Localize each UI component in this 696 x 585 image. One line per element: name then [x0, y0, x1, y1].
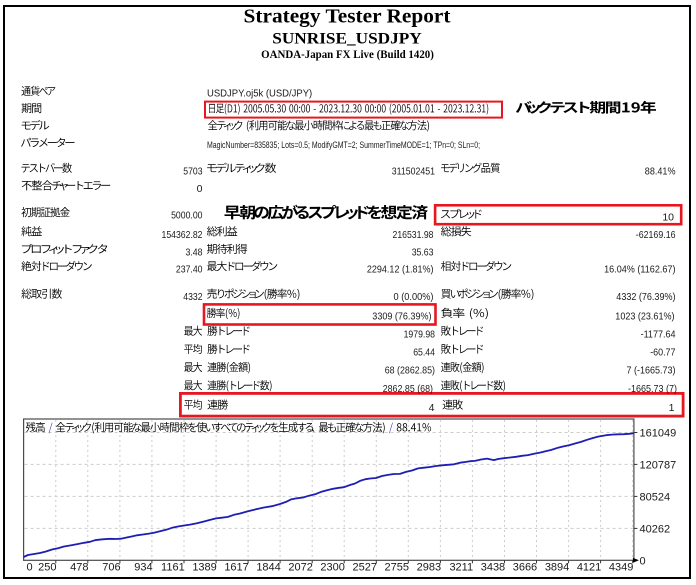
svg-text:2755: 2755 [385, 562, 409, 574]
svg-text:1389: 1389 [192, 562, 216, 574]
svg-text:216531.98: 216531.98 [393, 229, 434, 241]
svg-text:4332: 4332 [183, 291, 202, 303]
svg-text:1161: 1161 [161, 562, 185, 574]
svg-text:4121: 4121 [577, 562, 601, 574]
svg-text:154362.82: 154362.82 [162, 229, 203, 241]
svg-text:5703: 5703 [183, 165, 202, 177]
svg-text:MagicNumber=835835; Lots=0.5;: MagicNumber=835835; Lots=0.5; ModifyGMT=… [207, 140, 480, 150]
svg-text:1844: 1844 [256, 562, 280, 574]
svg-text:0: 0 [26, 562, 32, 574]
svg-text:65.44: 65.44 [413, 347, 435, 359]
svg-text:2862.85 (68): 2862.85 (68) [383, 383, 433, 395]
svg-text:4: 4 [429, 402, 435, 414]
svg-text:OANDA-Japan FX Live (Build 142: OANDA-Japan FX Live (Build 1420) [261, 49, 434, 61]
svg-text:10: 10 [662, 211, 674, 223]
svg-text:-62169.16: -62169.16 [636, 229, 676, 241]
svg-text:SUNRISE_USDJPY: SUNRISE_USDJPY [272, 31, 422, 48]
svg-text:35.63: 35.63 [412, 246, 434, 258]
svg-text:1: 1 [669, 402, 675, 414]
svg-text:88.41%: 88.41% [645, 165, 676, 177]
svg-text:311502451: 311502451 [392, 165, 435, 177]
svg-text:237.40: 237.40 [176, 264, 203, 276]
svg-text:1023 (23.61%): 1023 (23.61%) [615, 310, 674, 322]
svg-text:0 (0.00%): 0 (0.00%) [394, 291, 434, 303]
svg-text:-60.77: -60.77 [650, 347, 675, 359]
svg-text:-1665.73 (7): -1665.73 (7) [628, 383, 677, 395]
svg-text:-1177.64: -1177.64 [641, 328, 676, 340]
svg-text:1617: 1617 [224, 562, 248, 574]
svg-text:3438: 3438 [481, 562, 505, 574]
svg-text:USDJPY.oj5k (USD/JPY): USDJPY.oj5k (USD/JPY) [207, 88, 312, 99]
svg-text:0: 0 [197, 183, 203, 195]
svg-text:4332 (76.39%): 4332 (76.39%) [616, 291, 675, 303]
svg-text:40262: 40262 [640, 523, 671, 535]
svg-text:2527: 2527 [353, 562, 377, 574]
svg-text:7 (-1665.73): 7 (-1665.73) [627, 365, 676, 377]
svg-text:Strategy Tester Report: Strategy Tester Report [244, 6, 451, 28]
svg-text:2294.12 (1.81%): 2294.12 (1.81%) [367, 264, 434, 276]
svg-text:80524: 80524 [640, 491, 671, 503]
svg-text:706: 706 [102, 562, 120, 574]
svg-text:3894: 3894 [545, 562, 569, 574]
svg-text:250: 250 [38, 562, 56, 574]
svg-text:0: 0 [640, 555, 646, 567]
svg-text:3211: 3211 [449, 562, 473, 574]
svg-text:2072: 2072 [288, 562, 312, 574]
svg-text:4349: 4349 [609, 562, 633, 574]
svg-text:161049: 161049 [640, 428, 677, 440]
svg-text:3666: 3666 [513, 562, 537, 574]
svg-text:5000.00: 5000.00 [171, 210, 203, 222]
svg-text:120787: 120787 [640, 460, 677, 472]
svg-text:2300: 2300 [320, 562, 344, 574]
svg-text:3.48: 3.48 [186, 246, 203, 258]
svg-text:68 (2862.85): 68 (2862.85) [385, 365, 435, 377]
svg-text:3309 (76.39%): 3309 (76.39%) [372, 310, 431, 322]
svg-text:478: 478 [70, 562, 88, 574]
svg-text:1979.98: 1979.98 [404, 328, 436, 340]
svg-text:934: 934 [134, 562, 152, 574]
svg-text:2983: 2983 [417, 562, 441, 574]
svg-text:16.04% (1162.67): 16.04% (1162.67) [604, 264, 675, 276]
